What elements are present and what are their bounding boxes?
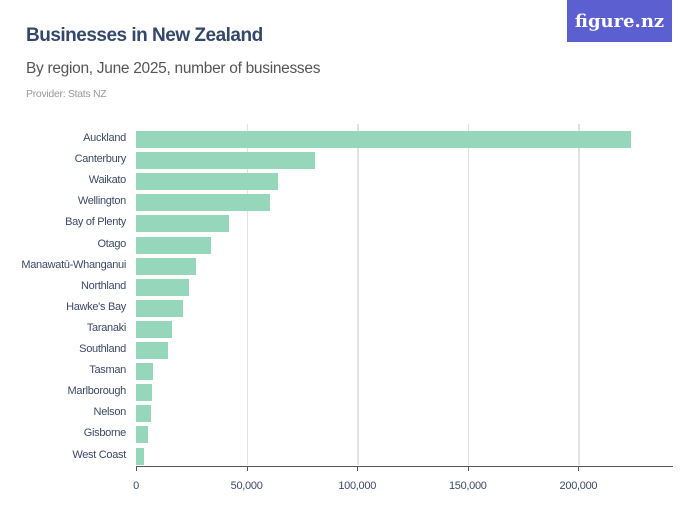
bar[interactable] (136, 384, 152, 402)
category-label: Hawke's Bay (66, 300, 126, 313)
bar[interactable] (136, 299, 183, 317)
category-label: Auckland (83, 132, 126, 144)
x-tick-label: 200,000 (559, 480, 598, 492)
category-label: Tasman (89, 364, 126, 377)
x-tick-label: 100,000 (338, 480, 377, 492)
category-label: Southland (79, 343, 126, 355)
plot-area (136, 124, 672, 465)
x-tick-label: 0 (133, 480, 139, 492)
category-label: Taranaki (86, 321, 126, 334)
category-label: Canterbury (74, 153, 127, 166)
category-label: West Coast (72, 448, 126, 461)
bar[interactable] (136, 236, 211, 254)
gridline (578, 124, 580, 465)
chart-title: Businesses in New Zealand (26, 25, 263, 46)
bar[interactable] (136, 320, 173, 338)
gridline (246, 124, 249, 465)
category-label: Nelson (93, 406, 127, 419)
figure-nz-logo[interactable]: figure.nz (567, 0, 672, 42)
category-label: Waikato (88, 174, 127, 187)
x-tick-label: 150,000 (448, 480, 487, 492)
x-tick (467, 466, 469, 471)
category-label: Gisborne (83, 427, 127, 440)
category-label: Manawatū-Whanganui (21, 258, 126, 271)
category-label: Otago (97, 237, 127, 250)
gridline (357, 124, 359, 465)
provider-label: Provider: Stats NZ (26, 88, 107, 100)
gridline (467, 124, 470, 465)
bar[interactable] (136, 194, 270, 212)
category-label: Bay of Plenty (65, 216, 126, 229)
x-tick (246, 466, 248, 471)
category-label: Marlborough (67, 385, 127, 398)
bar[interactable] (136, 363, 154, 381)
bar[interactable] (136, 173, 278, 191)
bar[interactable] (136, 131, 631, 148)
x-axis (136, 466, 673, 467)
bar[interactable] (136, 257, 196, 275)
category-label: Northland (81, 279, 126, 292)
x-tick-label: 50,000 (230, 480, 263, 492)
bar[interactable] (136, 342, 169, 359)
chart-subtitle: By region, June 2025, number of business… (26, 60, 321, 77)
category-label: Wellington (77, 195, 126, 208)
bar[interactable] (136, 405, 152, 423)
bar[interactable] (136, 215, 229, 233)
x-tick (136, 466, 137, 471)
bar[interactable] (136, 447, 144, 465)
x-tick (578, 466, 580, 471)
bar[interactable] (136, 426, 148, 444)
bar[interactable] (136, 152, 315, 170)
bar[interactable] (136, 278, 189, 296)
x-tick (357, 466, 359, 471)
